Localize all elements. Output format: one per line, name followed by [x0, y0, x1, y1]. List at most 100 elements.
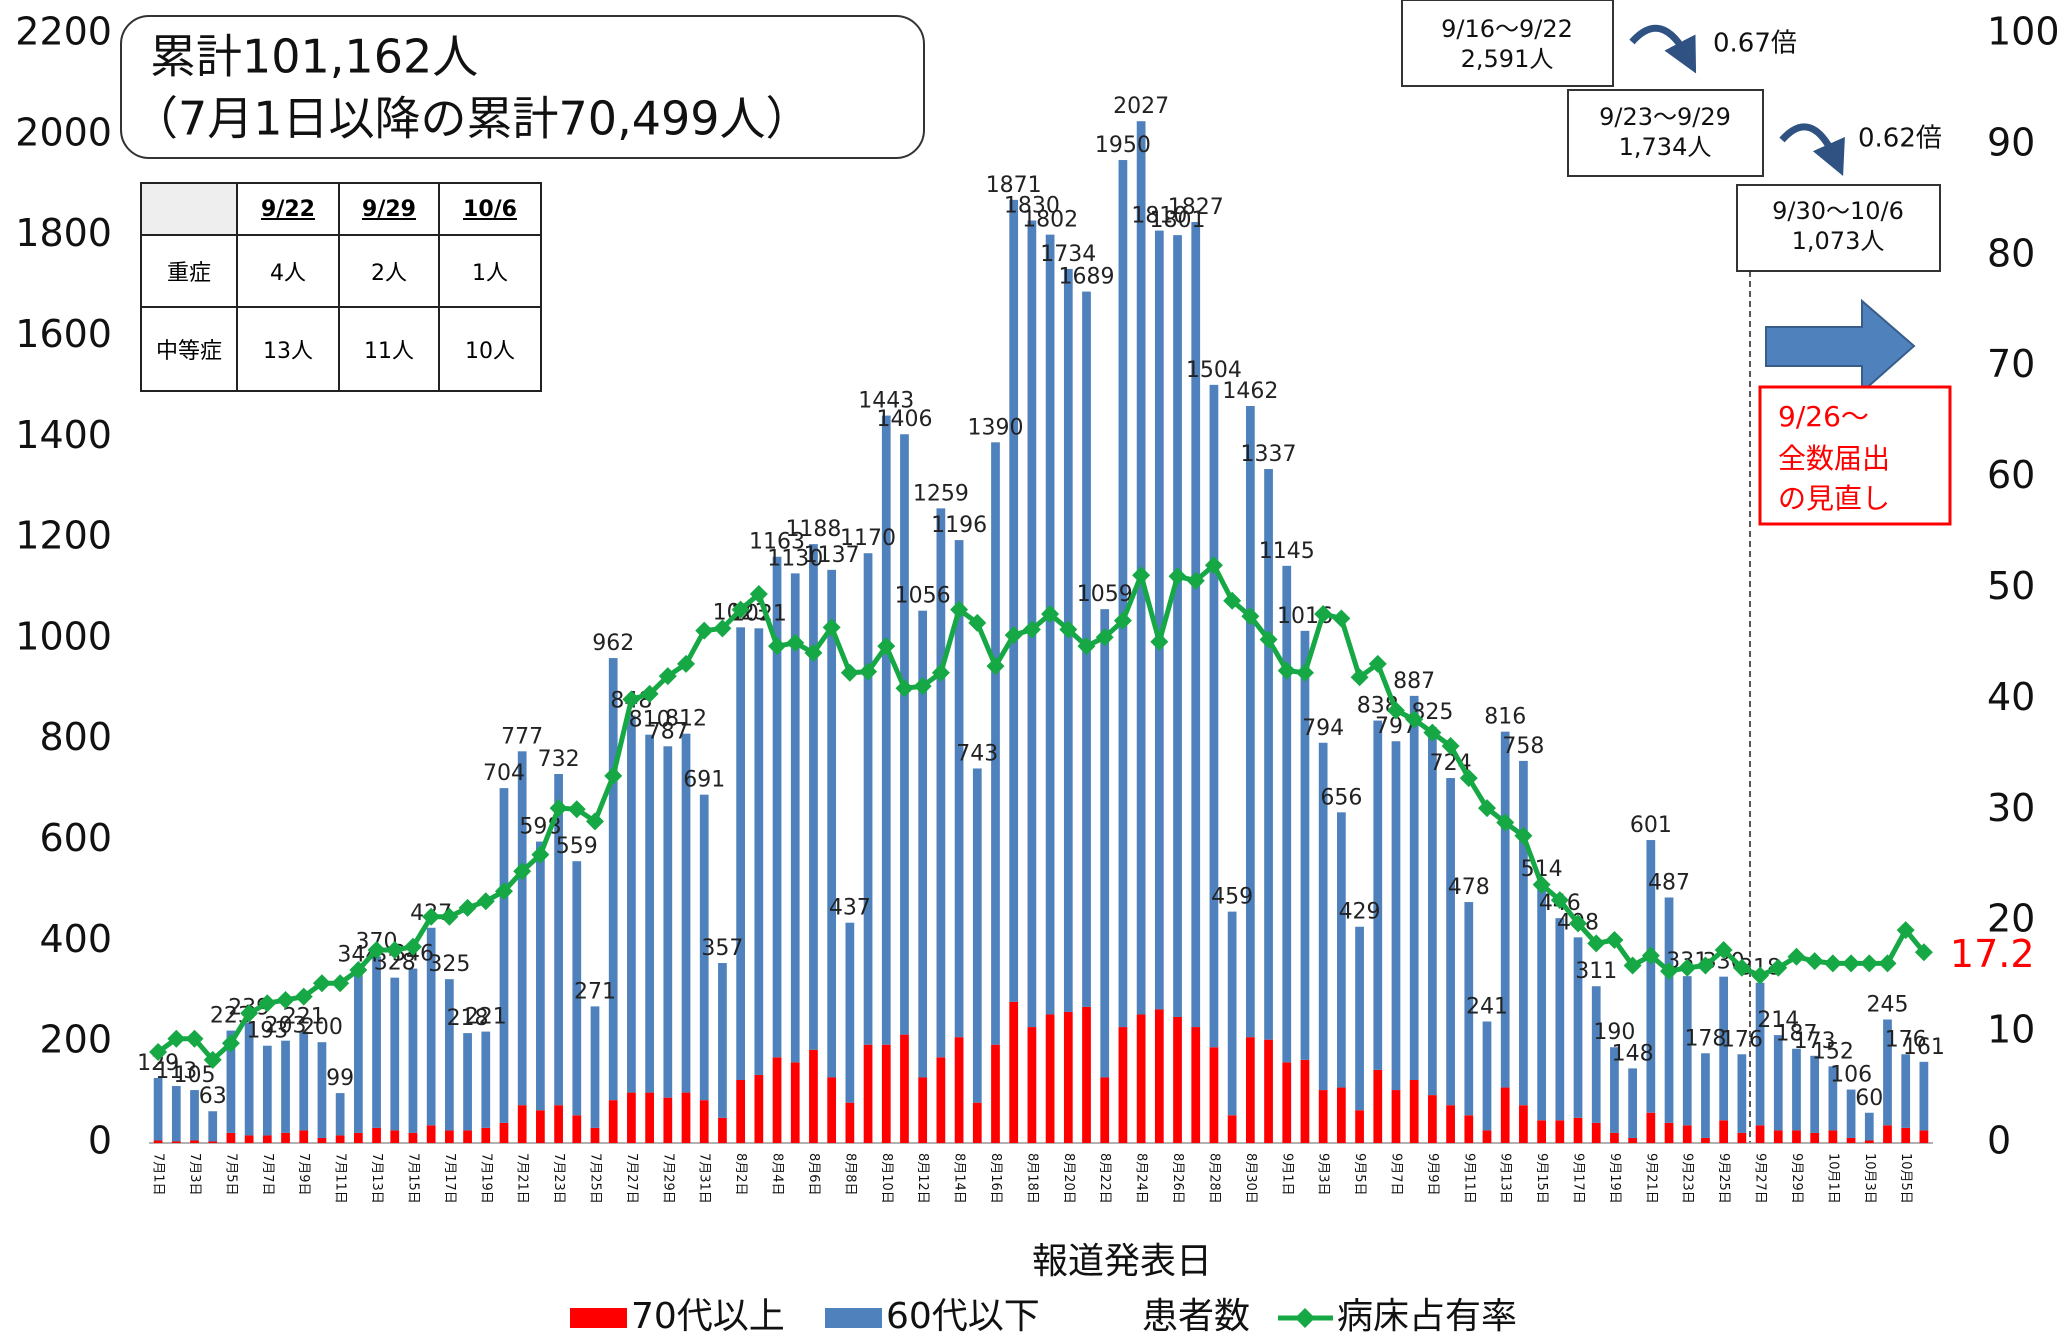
- x-tick-label: 9月3日: [1316, 1153, 1331, 1196]
- bar-segment: [1227, 911, 1237, 1116]
- x-tick-label: 8月26日: [1170, 1153, 1185, 1204]
- week-range: 9/30〜10/6: [1772, 197, 1904, 225]
- bar-segment: [809, 1049, 818, 1143]
- line-marker: [1277, 661, 1296, 680]
- bar-segment: [1336, 812, 1346, 1088]
- bar-segment: [1737, 1132, 1747, 1143]
- line-marker: [1532, 875, 1551, 894]
- bar-segment: [900, 434, 909, 1035]
- total-label: 691: [683, 768, 725, 793]
- bar-segment: [1810, 1132, 1820, 1143]
- bar-segment: [1009, 1001, 1019, 1143]
- total-label: 1059: [1077, 582, 1133, 607]
- line-marker: [403, 937, 422, 956]
- total-label: 487: [1648, 871, 1690, 896]
- line-marker: [1441, 736, 1460, 755]
- table-cell: 2人: [338, 234, 440, 308]
- total-label: 200: [301, 1015, 343, 1040]
- line-marker: [1714, 941, 1733, 960]
- bar-segment: [1664, 1122, 1674, 1143]
- line-marker: [1332, 609, 1351, 628]
- line-marker: [1769, 958, 1788, 977]
- line-marker: [604, 766, 623, 785]
- total-label: 113: [155, 1059, 197, 1084]
- line-marker: [1059, 620, 1078, 639]
- bar-segment: [1537, 883, 1546, 1121]
- bar-segment: [190, 1090, 199, 1141]
- x-axis-title: 報道発表日: [1032, 1241, 1212, 1282]
- total-label: 152: [1812, 1039, 1854, 1064]
- bar-segment: [1336, 1087, 1346, 1143]
- total-label: 437: [829, 896, 871, 921]
- y-tick-label: 1800: [15, 211, 112, 255]
- curved-arrow: [1779, 123, 1845, 176]
- line-marker: [1842, 954, 1861, 973]
- bar-segment: [1773, 1130, 1783, 1143]
- bar-segment: [1100, 1077, 1110, 1143]
- y2-tick-label: 60: [1987, 453, 2035, 497]
- bar-segment: [608, 658, 618, 1101]
- bar-segment: [1500, 1087, 1510, 1143]
- bar-segment: [1628, 1068, 1638, 1138]
- bar-segment: [863, 1044, 873, 1143]
- bar-segment: [1118, 1027, 1128, 1143]
- line-marker: [1314, 605, 1333, 624]
- bar-segment: [1428, 1095, 1437, 1143]
- line-marker: [1641, 946, 1660, 965]
- total-label: 1443: [858, 389, 914, 414]
- legend-label: 患者数: [1142, 1296, 1250, 1337]
- note-line: 9/26〜: [1778, 400, 1869, 433]
- bar-segment: [1573, 1117, 1583, 1143]
- total-label: 1390: [967, 415, 1023, 440]
- total-label: 787: [647, 719, 689, 744]
- total-label: 325: [428, 952, 470, 977]
- legend-label: 病床占有率: [1337, 1296, 1517, 1337]
- bar-segment: [1755, 1125, 1765, 1143]
- bar-segment: [1919, 1130, 1929, 1143]
- table-cell: 中等症: [140, 306, 238, 392]
- bar-segment: [881, 1044, 891, 1143]
- line-marker: [1459, 769, 1478, 788]
- bar-segment: [244, 1022, 254, 1136]
- bar-segment: [681, 733, 691, 1093]
- bar-segment: [463, 1033, 472, 1131]
- y2-tick-label: 70: [1987, 342, 2035, 386]
- y-tick-label: 1200: [15, 514, 112, 558]
- line-marker: [877, 637, 896, 656]
- bar-segment: [1901, 1127, 1911, 1143]
- x-tick-label: 9月15日: [1534, 1153, 1549, 1204]
- bar-segment: [299, 1031, 309, 1131]
- y2-tick-label: 90: [1987, 120, 2035, 164]
- bar-segment: [1737, 1054, 1747, 1133]
- bar-segment: [1446, 1105, 1455, 1143]
- total-label: 176: [1885, 1027, 1927, 1052]
- bar-segment: [1883, 1125, 1892, 1143]
- bar-segment: [171, 1141, 181, 1143]
- bar-segment: [663, 1097, 673, 1143]
- line-marker: [167, 1029, 186, 1048]
- line-marker: [1860, 954, 1879, 973]
- total-label: 601: [1630, 813, 1672, 838]
- bar-segment: [590, 1006, 600, 1128]
- x-tick-label: 10月1日: [1825, 1153, 1840, 1204]
- bar-segment: [1646, 1112, 1656, 1143]
- line-marker: [713, 619, 732, 638]
- total-label: 1130: [767, 546, 823, 571]
- x-tick-label: 7月23日: [551, 1153, 566, 1204]
- y-tick-label: 2200: [15, 10, 112, 54]
- bar-segment: [281, 1040, 290, 1133]
- bar-segment: [1610, 1047, 1619, 1133]
- x-tick-label: 8月16日: [988, 1153, 1003, 1204]
- line-marker: [1660, 962, 1679, 981]
- total-label: 656: [1320, 785, 1362, 810]
- bar-segment: [663, 746, 673, 1098]
- ratio: 0.67倍: [1713, 29, 1797, 59]
- x-tick-label: 7月13日: [369, 1153, 384, 1204]
- y2-tick-label: 30: [1987, 786, 2035, 830]
- bar-segment: [1664, 897, 1674, 1123]
- total-label: 173: [1794, 1029, 1836, 1054]
- x-tick-label: 9月13日: [1498, 1153, 1513, 1204]
- bar-segment: [863, 553, 873, 1045]
- line-marker: [640, 684, 659, 703]
- line-marker: [1350, 668, 1369, 687]
